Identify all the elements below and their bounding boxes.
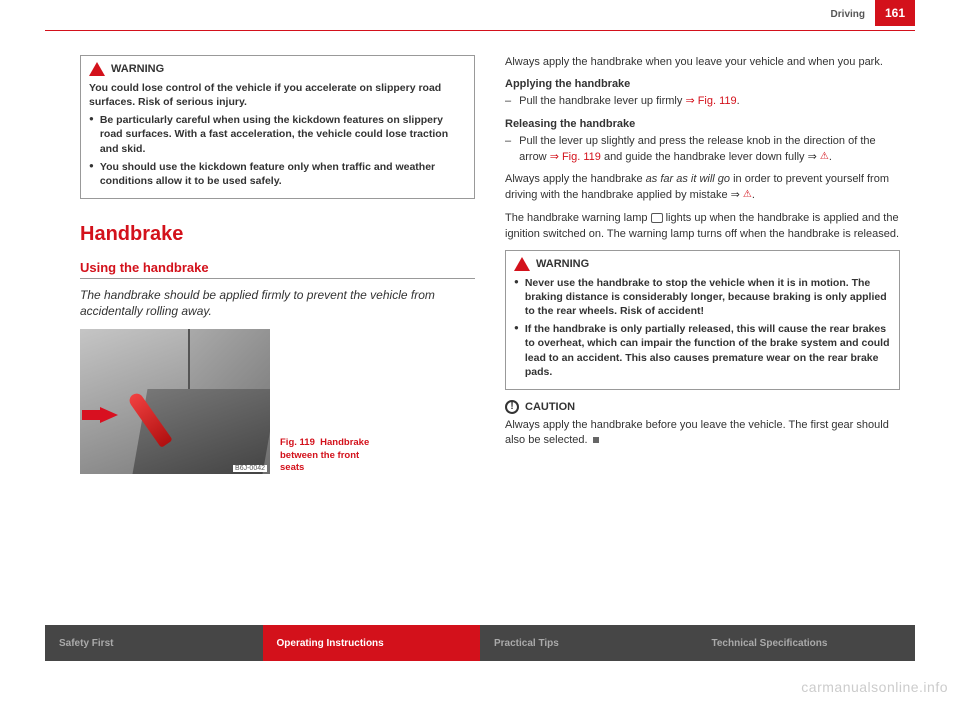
warning-bullet: Never use the handbrake to stop the vehi… [514,276,891,319]
warning-bullet: You should use the kickdown feature only… [89,160,466,188]
warning-title: WARNING [111,62,164,77]
warning-bullet: Be particularly careful when using the k… [89,113,466,156]
applying-heading: Applying the handbrake [505,78,900,90]
page-number-box: 161 [875,0,915,26]
caution-title-row: ! CAUTION [505,400,900,414]
para-warning-lamp: The handbrake warning lamp lights up whe… [505,211,900,242]
list-item: Pull the lever up slightly and press the… [505,134,900,166]
footer-tabs: Safety First Operating Instructions Prac… [45,625,915,661]
warning-title-row: WARNING [514,257,891,272]
warning-lead: You could lose control of the vehicle if… [89,81,466,109]
figure-caption: Fig. 119 Handbrake between the front sea… [280,437,380,474]
header-rule [45,30,915,31]
subheading-using-handbrake: Using the handbrake [80,260,475,279]
warning-triangle-icon [514,257,530,271]
list-item-text: Pull the handbrake lever up firmly ⇒ Fig… [519,94,740,110]
page-header: Driving 161 [0,0,960,30]
list-item-text: Pull the lever up slightly and press the… [519,134,900,166]
footer-tab-operating[interactable]: Operating Instructions [263,625,481,661]
warning-title: WARNING [536,257,589,272]
danger-triangle-icon: ⚠ [743,188,752,202]
fig-ref-link[interactable]: ⇒ Fig. 119 [550,151,601,163]
warning-triangle-icon [89,62,105,76]
italic-phrase: as far as it will go [646,173,730,185]
warning-bullet: If the handbrake is only partially relea… [514,322,891,379]
list-item: Pull the handbrake lever up firmly ⇒ Fig… [505,94,900,110]
figure-tag: B6J-0042 [233,465,267,472]
releasing-heading: Releasing the handbrake [505,118,900,130]
heading-handbrake: Handbrake [80,223,475,246]
warning-box-kickdown: WARNING You could lose control of the ve… [80,55,475,199]
fig-ref-link[interactable]: ⇒ Fig. 119 [685,95,736,107]
caution-title: CAUTION [525,401,575,413]
main-content: WARNING You could lose control of the ve… [80,55,900,611]
footer-tab-safety[interactable]: Safety First [45,625,263,661]
figure-image: B6J-0042 [80,329,270,474]
figure-caption-label: Fig. 119 [280,437,315,448]
warning-box-handbrake: WARNING Never use the handbrake to stop … [505,250,900,390]
handbrake-lamp-icon [651,213,663,223]
para-apply-full: Always apply the handbrake as far as it … [505,172,900,203]
footer-tab-practical[interactable]: Practical Tips [480,625,698,661]
footer-tab-technical[interactable]: Technical Specifications [698,625,916,661]
figure-119: B6J-0042 Fig. 119 Handbrake between the … [80,329,475,474]
left-column: WARNING You could lose control of the ve… [80,55,475,611]
caution-text: Always apply the handbrake before you le… [505,418,900,449]
right-lead-para: Always apply the handbrake when you leav… [505,55,900,70]
intro-italic: The handbrake should be applied firmly t… [80,287,475,319]
danger-triangle-icon: ⚠ [820,150,829,165]
section-title: Driving [831,9,865,20]
caution-circle-icon: ! [505,400,519,414]
red-arrow-icon [100,407,118,423]
watermark: carmanualsonline.info [801,679,948,695]
end-square-icon [593,437,599,443]
warning-title-row: WARNING [89,62,466,77]
right-column: Always apply the handbrake when you leav… [505,55,900,611]
